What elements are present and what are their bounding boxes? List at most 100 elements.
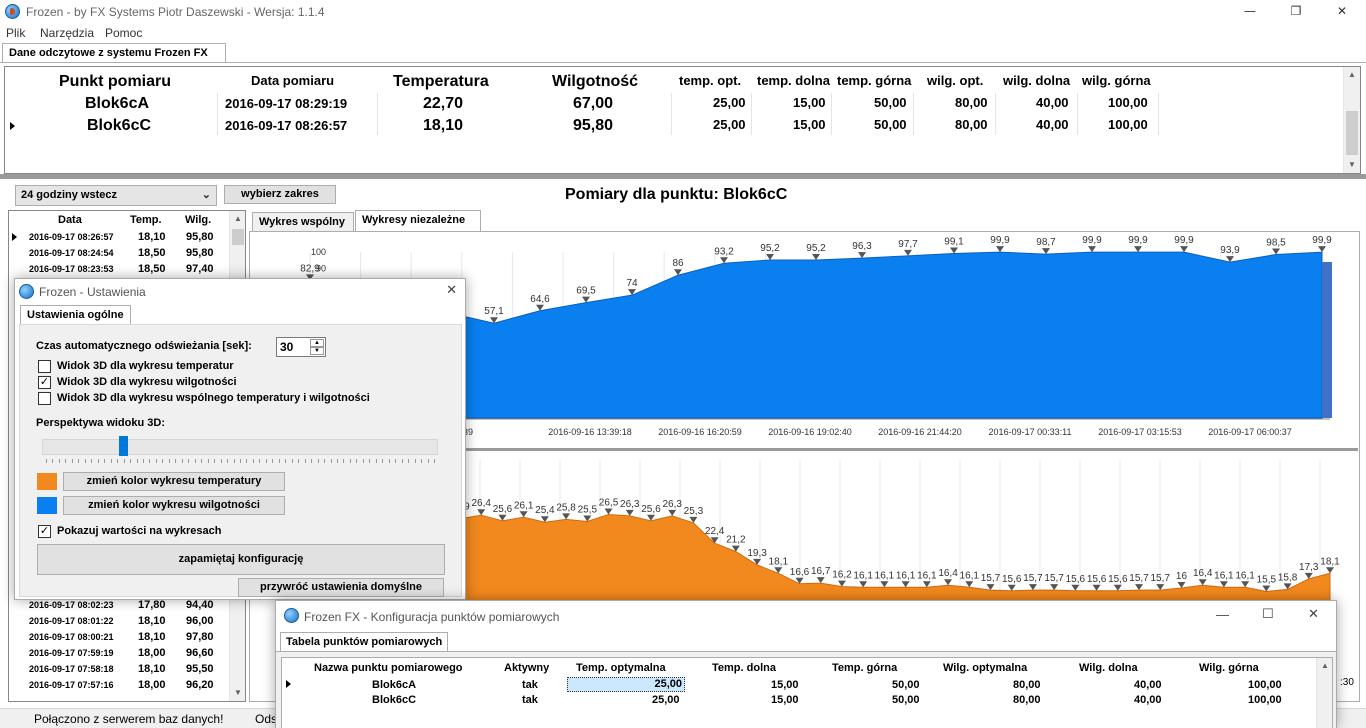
temperature-data-label: 26,1 (514, 500, 534, 511)
cell-aktywny: tak (522, 694, 538, 706)
title-bar: Frozen - by FX Systems Piotr Daszewski -… (0, 0, 1366, 24)
temperature-data-label: 15,7 (1023, 573, 1043, 584)
scroll-down-icon[interactable]: ▼ (1348, 160, 1356, 169)
temperature-point-marker (901, 581, 910, 588)
slider-tick (240, 459, 241, 463)
chart-splitter[interactable] (251, 448, 1358, 451)
cell-temp: 18,10 (138, 231, 166, 243)
perspective-slider-thumb[interactable] (119, 436, 129, 456)
close-button[interactable]: ✕ (1336, 4, 1348, 18)
maximize-icon[interactable]: ☐ (1262, 607, 1274, 622)
temperature-point-marker (1050, 584, 1059, 591)
temperature-point-marker (837, 580, 846, 587)
select-range-button[interactable]: wybierz zakres (224, 185, 336, 204)
settings-tab-panel: Czas automatycznego odświeżania [sek]: 3… (19, 324, 462, 597)
scroll-thumb[interactable] (232, 229, 244, 245)
perspective-slider-track[interactable] (42, 439, 438, 455)
scroll-thumb[interactable] (1346, 111, 1358, 155)
humidity-point-marker (858, 252, 866, 259)
minimize-icon[interactable]: — (1216, 607, 1229, 622)
temperature-point-marker (646, 514, 655, 521)
cell-wilg-gorna: 100,00 (1108, 117, 1148, 132)
cell-temp-opt: 25,00 (713, 117, 746, 132)
menu-pomoc[interactable]: Pomoc (105, 26, 143, 40)
cell-aktywny: tak (522, 679, 538, 691)
checkbox-common-3d[interactable] (38, 392, 51, 405)
current-row-indicator (286, 680, 291, 688)
horizontal-splitter[interactable] (0, 174, 1366, 179)
stepper-down-icon[interactable]: ▼ (310, 347, 324, 355)
temperature-data-label: 18,1 (1320, 556, 1340, 567)
slider-tick (143, 459, 144, 463)
temperature-point-marker (498, 514, 507, 521)
section-title: Pomiary dla punktu: Blok6cC (565, 186, 788, 203)
slider-tick (343, 459, 345, 463)
close-icon[interactable]: ✕ (446, 283, 457, 298)
temperature-point-marker (562, 513, 571, 520)
cell-hum: 97,80 (186, 631, 214, 643)
slider-tick (220, 459, 222, 463)
slider-tick (356, 459, 358, 463)
tab-tabela-punktow[interactable]: Tabela punktów pomiarowych (280, 632, 449, 652)
cell-temp: 18,50 (138, 247, 166, 259)
range-select[interactable]: 24 godziny wstecz ⌄ (15, 185, 217, 206)
temperature-data-label: 26,4 (471, 498, 491, 509)
col-header-wilg: Wilg. (185, 214, 212, 226)
temperature-data-label: 15,5 (1257, 575, 1277, 586)
col-header-data: Data (58, 214, 82, 226)
scroll-up-icon[interactable]: ▲ (234, 214, 242, 223)
close-icon[interactable]: ✕ (1308, 607, 1319, 622)
slider-tick (427, 459, 429, 463)
scroll-up-icon[interactable]: ▲ (1321, 661, 1329, 670)
col-header-wilg-gorna: Wilg. górna (1199, 662, 1259, 674)
menu-plik[interactable]: Plik (6, 26, 26, 40)
tab-wykresy-niezalezne[interactable]: Wykresy niezależne (355, 210, 481, 232)
slider-tick (369, 459, 371, 463)
menu-narzedzia[interactable]: Narzędzia (40, 26, 95, 40)
temperature-point-marker (965, 581, 974, 588)
cell-temp-gorna: 50,00 (892, 694, 920, 706)
minimize-button[interactable]: — (1244, 4, 1256, 18)
cell-temp-opt-editing[interactable]: 25,00 (567, 677, 685, 692)
tab-dane-odczytowe[interactable]: Dane odczytowe z systemu Frozen FX (2, 43, 226, 63)
scroll-down-icon[interactable]: ▼ (234, 688, 242, 697)
col-header-temp-dolna: Temp. dolna (712, 662, 776, 674)
temperature-data-label: 16,1 (896, 570, 916, 581)
save-config-button[interactable]: zapamiętaj konfigurację (37, 544, 445, 575)
change-temp-color-button[interactable]: zmień kolor wykresu temperatury (63, 472, 285, 491)
config-grid-scrollbar[interactable]: ▲ (1316, 658, 1332, 728)
slider-tick (298, 459, 300, 463)
temperature-point-marker (604, 508, 613, 515)
change-hum-color-button[interactable]: zmień kolor wykresu wilgotności (63, 496, 285, 515)
checkbox-common-3d-label: Widok 3D dla wykresu wspólnego temperatu… (57, 392, 370, 404)
top-grid-scrollbar[interactable]: ▲ ▼ (1343, 67, 1360, 173)
checkbox-hum-3d[interactable]: ✓ (38, 376, 51, 389)
tab-wykres-wspolny[interactable]: Wykres wspólny (252, 212, 354, 232)
temperature-point-marker (689, 516, 698, 523)
slider-tick (265, 459, 267, 463)
stepper-up-icon[interactable]: ▲ (310, 339, 324, 347)
temperature-point-marker (1092, 584, 1101, 591)
temperature-data-label: 16,4 (938, 568, 958, 579)
temperature-point-marker (1326, 567, 1334, 574)
checkbox-temp-3d[interactable] (38, 360, 51, 373)
tab-ustawienia-ogolne[interactable]: Ustawienia ogólne (20, 305, 131, 325)
cell-data: 2016-09-17 08:29:19 (225, 96, 348, 111)
humidity-point-marker (950, 247, 958, 254)
refresh-stepper[interactable]: 30 ▲ ▼ (276, 337, 326, 357)
col-header-wilg-dolna: wilg. dolna (1003, 73, 1071, 88)
maximize-button[interactable]: ❐ (1290, 4, 1302, 18)
scroll-up-icon[interactable]: ▲ (1348, 70, 1356, 79)
checkbox-show-values[interactable]: ✓ (38, 525, 51, 538)
slider-tick (337, 459, 338, 463)
humidity-data-label: 86 (672, 258, 684, 269)
humidity-data-label: 99,9 (1312, 235, 1332, 246)
config-dialog: Frozen FX - Konfiguracja punktów pomiaro… (275, 600, 1337, 728)
column-separator (913, 93, 914, 135)
restore-defaults-button[interactable]: przywróć ustawienia domyślne (238, 578, 444, 597)
column-separator (1158, 93, 1159, 135)
temperature-point-marker (1198, 579, 1207, 586)
humidity-point-marker (1088, 246, 1096, 253)
cell-date: 2016-09-17 07:57:16 (29, 680, 114, 690)
slider-tick (181, 459, 183, 463)
